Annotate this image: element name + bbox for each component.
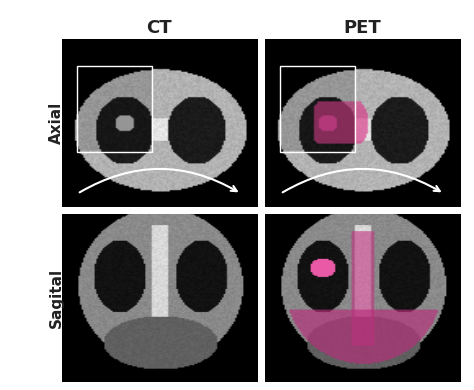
Y-axis label: Sagital: Sagital	[48, 268, 64, 328]
Title: PET: PET	[343, 20, 381, 37]
Y-axis label: Axial: Axial	[48, 102, 64, 144]
Bar	[280, 66, 355, 152]
Bar	[77, 66, 152, 152]
Title: CT: CT	[146, 20, 172, 37]
